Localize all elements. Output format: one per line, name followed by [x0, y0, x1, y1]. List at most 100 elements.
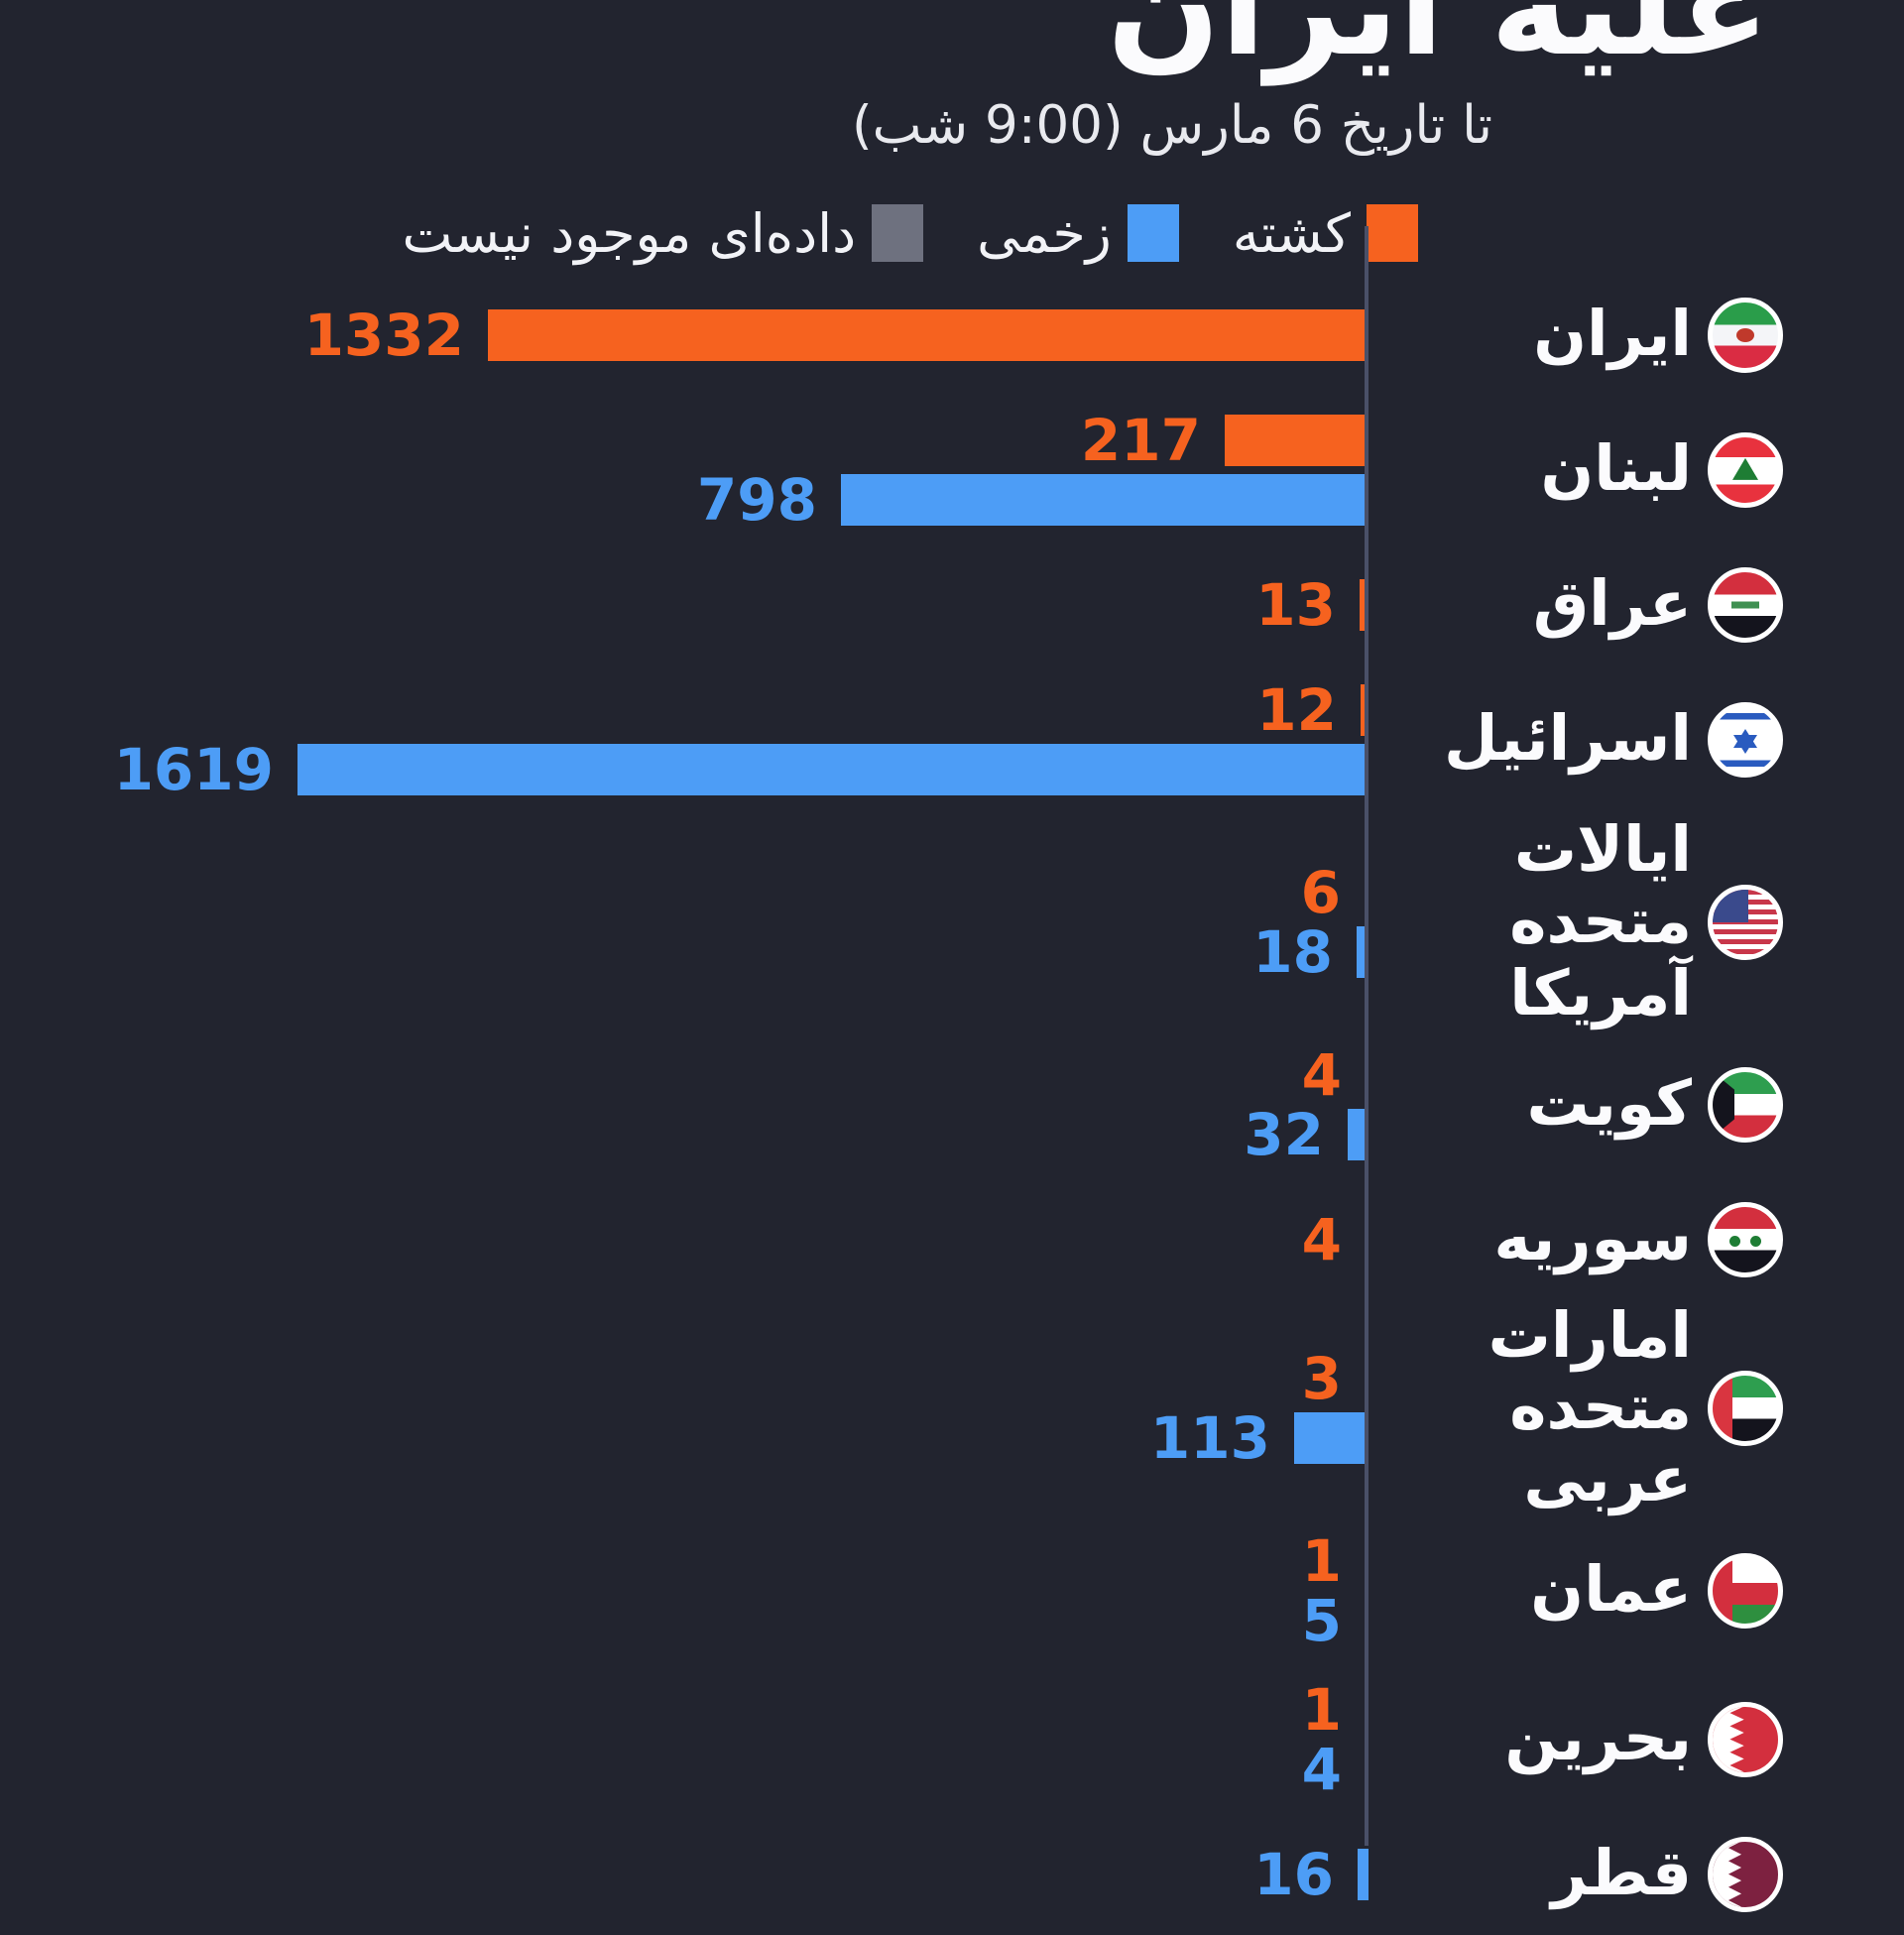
- bar-value-label: 798: [696, 465, 817, 534]
- legend-item: کشته: [1233, 202, 1418, 265]
- legend-label: زخمی: [977, 201, 1112, 265]
- legend-item: داده‌ای موجود نیست: [403, 202, 924, 265]
- axis-baseline: [1365, 226, 1368, 1846]
- bar-line: 12: [0, 681, 1368, 739]
- bar-line: 6: [0, 858, 1368, 926]
- country-label: عراق: [1368, 566, 1904, 643]
- bar-value-label: 3: [1301, 1344, 1342, 1412]
- bar-value-label: 113: [1149, 1403, 1270, 1472]
- country-flag-icon: [1708, 1370, 1783, 1446]
- legend: کشته زخمی داده‌ای موجود نیست: [0, 202, 1418, 265]
- country-name: قطر: [1551, 1837, 1692, 1910]
- bar-group: 1 4: [0, 1675, 1368, 1803]
- country-name: بحرین: [1504, 1702, 1692, 1775]
- country-label: قطر: [1368, 1836, 1904, 1912]
- bar-group: 1332: [0, 301, 1368, 369]
- country-flag-icon: [1708, 1836, 1783, 1912]
- chart-page: { "header": { "title": "علیه ایران", "su…: [0, 0, 1904, 1846]
- country-flag-icon: [1708, 297, 1783, 373]
- bar: [488, 308, 1368, 361]
- bar: [1358, 1848, 1368, 1900]
- bar-line: 1: [0, 1526, 1368, 1595]
- country-flag-icon: [1708, 701, 1783, 778]
- country-name: ایران: [1533, 298, 1692, 371]
- bar-group: 13: [0, 570, 1368, 639]
- bar-group: 4 32: [0, 1040, 1368, 1168]
- bar: [1294, 1411, 1368, 1464]
- country-flag-icon: [1708, 566, 1783, 643]
- country-name: اسرائیل: [1444, 702, 1692, 776]
- legend-swatch-icon: [872, 204, 924, 263]
- bar-value-label: 18: [1252, 917, 1333, 986]
- bar-value-label: 4: [1301, 1205, 1342, 1273]
- bar-line: 1619: [0, 735, 1368, 803]
- country-row: قطر 16: [0, 1814, 1904, 1935]
- country-flag-icon: [1708, 431, 1783, 508]
- bar-group: 3 113: [0, 1344, 1368, 1472]
- bar-line: 1332: [0, 301, 1368, 369]
- bar-value-label: 1: [1301, 1675, 1342, 1744]
- country-row: لبنان 217 798: [0, 396, 1904, 544]
- bar-line: 798: [0, 465, 1368, 534]
- bar-group: 4: [0, 1205, 1368, 1273]
- country-label: امارات متحده عربی: [1368, 1298, 1904, 1515]
- country-row: ایالات متحده آمریکا 6 18: [0, 813, 1904, 1030]
- country-row: امارات متحده عربی 3 113: [0, 1298, 1904, 1516]
- bar-group: 16: [0, 1840, 1368, 1908]
- bar: [1360, 578, 1368, 631]
- country-name: کویت: [1526, 1067, 1692, 1141]
- bar-line: 18: [0, 917, 1368, 986]
- country-label: ایالات متحده آمریکا: [1368, 813, 1904, 1029]
- country-label: اسرائیل: [1368, 701, 1904, 778]
- bar: [298, 743, 1368, 795]
- bar-value-label: 1332: [303, 301, 464, 369]
- country-row: بحرین 1 4: [0, 1665, 1904, 1814]
- country-label: کویت: [1368, 1066, 1904, 1143]
- country-row: عراق 13: [0, 544, 1904, 665]
- bar: [841, 473, 1368, 526]
- country-row: کویت 4 32: [0, 1030, 1904, 1179]
- country-flag-icon: [1708, 1066, 1783, 1143]
- country-label: ایران: [1368, 297, 1904, 373]
- country-label: لبنان: [1368, 431, 1904, 508]
- bar-line: 13: [0, 570, 1368, 639]
- bar-line: 32: [0, 1100, 1368, 1168]
- bar-group: 1 5: [0, 1526, 1368, 1649]
- country-flag-icon: [1708, 1201, 1783, 1277]
- legend-swatch-icon: [1127, 204, 1179, 263]
- country-name: عراق: [1532, 567, 1692, 641]
- bar-line: 4: [0, 1040, 1368, 1109]
- country-row: عمان 1 5: [0, 1516, 1904, 1665]
- country-label: بحرین: [1368, 1701, 1904, 1777]
- bar-group: 217 798: [0, 406, 1368, 534]
- bar-group: 6 18: [0, 858, 1368, 986]
- country-row: ایران 1332: [0, 275, 1904, 396]
- legend-label: داده‌ای موجود نیست: [402, 201, 857, 265]
- country-flag-icon: [1708, 1552, 1783, 1629]
- rows: ایران 1332 لبنان 217 798 عراق 13 اسرائیل: [0, 275, 1904, 1935]
- country-flag-icon: [1708, 884, 1783, 960]
- country-name: لبنان: [1540, 432, 1692, 506]
- country-row: سوریه 4: [0, 1179, 1904, 1300]
- bar-value-label: 1619: [113, 735, 274, 803]
- country-name: سوریه: [1493, 1202, 1692, 1275]
- bar-value-label: 32: [1244, 1100, 1324, 1168]
- bar-value-label: 4: [1301, 1040, 1342, 1109]
- bar-line: 1: [0, 1675, 1368, 1744]
- bar-line: 4: [0, 1735, 1368, 1803]
- chart-title: علیه ایران: [1107, 0, 1770, 85]
- bar-line: 16: [0, 1840, 1368, 1908]
- bar: [1348, 1108, 1368, 1160]
- bar-value-label: 217: [1080, 406, 1201, 474]
- bar-value-label: 1: [1301, 1526, 1342, 1595]
- chart-subtitle: تا تاریخ 6 مارس (9:00 شب): [851, 94, 1492, 156]
- bar-value-label: 6: [1300, 858, 1341, 926]
- country-label: عمان: [1368, 1552, 1904, 1629]
- country-name: امارات متحده عربی: [1488, 1298, 1692, 1515]
- country-label: سوریه: [1368, 1201, 1904, 1277]
- bar-value-label: 13: [1255, 570, 1336, 639]
- bar: [1225, 414, 1368, 466]
- bar-value-label: 16: [1253, 1840, 1334, 1908]
- bar-line: 3: [0, 1344, 1368, 1412]
- bar-value-label: 4: [1301, 1735, 1342, 1803]
